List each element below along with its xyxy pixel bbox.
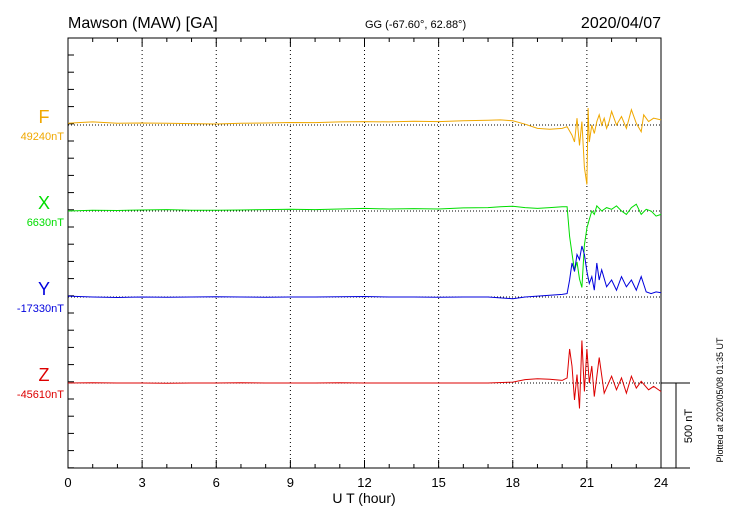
scale-bar-label: 500 nT: [683, 409, 695, 444]
x-tick-label: 3: [139, 475, 146, 490]
x-tick-label: 12: [357, 475, 371, 490]
series-labels: F 49240nT X 6630nT Y -17330nT Z -45610nT: [17, 107, 64, 401]
grid-lines: [141, 38, 588, 468]
x-tick-label: 6: [213, 475, 220, 490]
x-tick-label: 24: [654, 475, 668, 490]
plotted-timestamp: Plotted at 2020/05/08 01:35 UT: [715, 337, 725, 463]
series-x-name: X: [38, 193, 50, 213]
x-tick-label: 18: [506, 475, 520, 490]
series-y-baseline-label: -17330nT: [17, 303, 64, 315]
series-f-baseline-label: 49240nT: [21, 131, 65, 143]
x-tick-label: 0: [64, 475, 71, 490]
date-label: 2020/04/07: [581, 15, 661, 32]
series-z-baseline-label: -45610nT: [17, 389, 64, 401]
coordinates-label: GG (-67.60°, 62.88°): [365, 19, 466, 31]
series-lines: [67, 107, 662, 409]
series-x-baseline-label: 6630nT: [27, 217, 65, 229]
x-tick-label: 9: [287, 475, 294, 490]
series-z-name: Z: [39, 365, 50, 385]
x-tick-label: 21: [580, 475, 594, 490]
scale-bar: [661, 382, 690, 469]
x-tick-label: 15: [431, 475, 445, 490]
series-f-name: F: [39, 107, 50, 127]
series-x-line: [67, 203, 662, 288]
series-y-name: Y: [38, 279, 50, 299]
x-tick-labels: 0 3 6 9 12 15 18 21 24: [64, 475, 668, 490]
axis-ticks: [67, 38, 662, 469]
x-axis-label: U T (hour): [332, 490, 395, 506]
series-f-line: [67, 107, 662, 185]
series-z-line: [67, 340, 662, 409]
series-y-line: [67, 245, 662, 300]
station-title: Mawson (MAW) [GA]: [68, 15, 218, 32]
